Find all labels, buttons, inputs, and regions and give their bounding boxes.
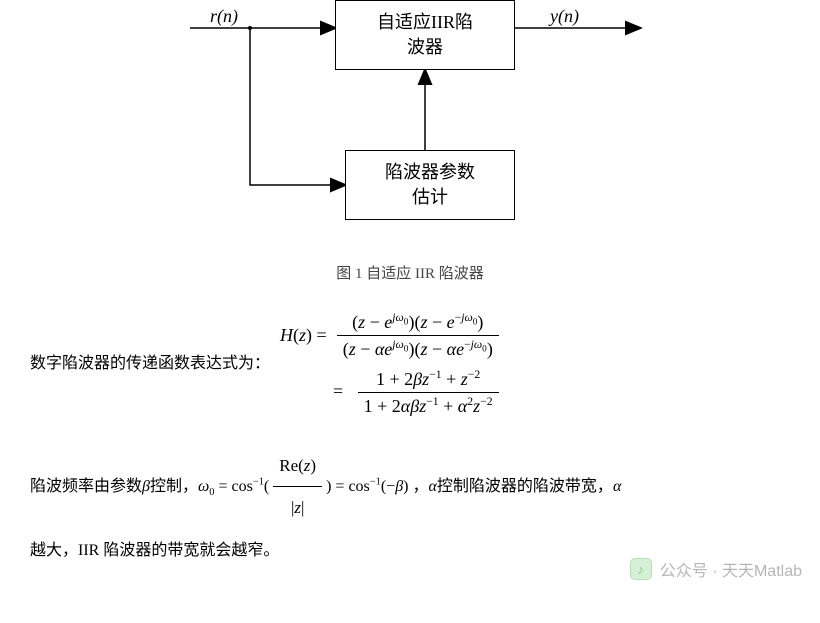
- watermark: ♪ 公众号 · 天天Matlab: [630, 557, 802, 581]
- equation-row: 数字陷波器的传递函数表达式为： H(z) = (z − ejω0)(z − e−…: [0, 311, 820, 417]
- eq-lhs: H(z) =: [280, 311, 333, 360]
- node-filter: 自适应IIR陷波器: [335, 0, 515, 70]
- alpha-symbol-2: α: [613, 469, 621, 504]
- block-diagram: 自适应IIR陷波器陷波器参数估计 r(n) y(n): [0, 0, 820, 250]
- main-equation: H(z) = (z − ejω0)(z − e−jω0) (z − αejω0)…: [280, 311, 503, 417]
- eq-denominator-1: (z − αejω0)(z − αe−jω0): [337, 336, 499, 360]
- paragraph-2: 陷波频率由参数 β 控制， ω0 = cos−1( Re(z) |z| ) = …: [0, 447, 820, 568]
- rez-denominator: |z|: [273, 487, 322, 526]
- alpha-symbol: α: [429, 469, 437, 504]
- wechat-icon: ♪: [630, 558, 652, 580]
- p2-t5: 越大，IIR 陷波器的带宽就会越窄。: [30, 542, 279, 559]
- rez-numerator: Re(z): [273, 447, 322, 487]
- signal-label-y: y(n): [550, 6, 579, 27]
- node-estimator: 陷波器参数估计: [345, 150, 515, 220]
- eq-denominator-2: 1 + 2αβz−1 + α2z−2: [358, 393, 499, 417]
- p2-t3: ) = cos−1(−β) ，: [326, 469, 428, 504]
- watermark-text: 公众号 · 天天Matlab: [660, 557, 802, 581]
- signal-label-r: r(n): [210, 6, 238, 27]
- p2-t1: 陷波频率由参数: [30, 469, 142, 504]
- beta-symbol: β: [142, 469, 150, 504]
- eq-numerator-2: 1 + 2βz−1 + z−2: [358, 368, 499, 393]
- p2-t2: 控制，: [150, 469, 198, 504]
- eq-numerator-1: (z − ejω0)(z − e−jω0): [337, 311, 499, 336]
- omega0-expr: ω0 = cos−1(: [198, 469, 269, 505]
- eq-equals-2: =: [333, 381, 343, 401]
- figure-caption: 图 1 自适应 IIR 陷波器: [0, 262, 820, 283]
- p2-t4: 控制陷波器的陷波带宽，: [437, 469, 613, 504]
- equation-prefix-text: 数字陷波器的传递函数表达式为：: [0, 346, 280, 381]
